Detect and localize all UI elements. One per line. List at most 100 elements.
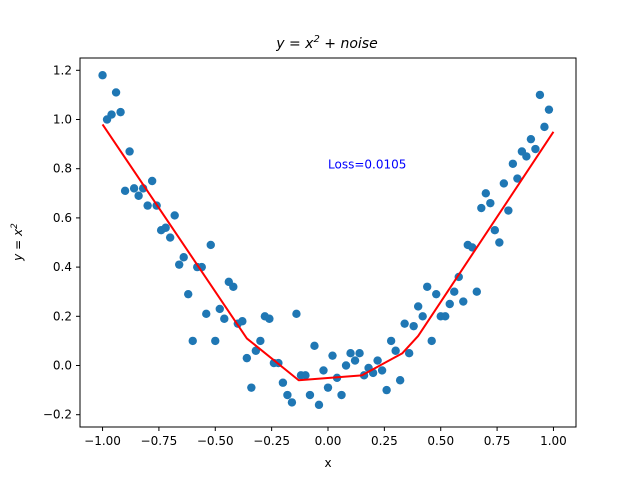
scatter-point: [499, 179, 509, 188]
scatter-point: [247, 383, 256, 392]
x-tick-label: 0.75: [484, 434, 511, 448]
scatter-point: [355, 349, 364, 358]
scatter-point: [305, 390, 315, 400]
x-tick-label: −0.25: [253, 434, 290, 448]
y-tick-label: 1.2: [53, 63, 72, 77]
scatter-point: [391, 346, 400, 355]
scatter-point: [481, 189, 491, 198]
scatter-point: [513, 174, 522, 183]
scatter-point: [319, 366, 328, 375]
y-axis: −0.2 0.0 0.2 0.4 0.6 0.8 1.0 1.2: [43, 63, 80, 422]
scatter-point: [283, 390, 292, 400]
chart-title: y = x2 + noise: [275, 34, 377, 52]
scatter-point: [526, 134, 536, 144]
scatter-point: [107, 110, 116, 119]
scatter-point: [175, 260, 184, 269]
scatter-point: [432, 289, 441, 299]
scatter-point: [450, 287, 459, 296]
scatter-point: [265, 314, 274, 323]
scatter-point: [202, 309, 211, 319]
scatter-point: [535, 90, 545, 100]
x-axis-label: x: [324, 456, 331, 470]
scatter-point: [242, 353, 252, 363]
scatter-point: [337, 390, 346, 400]
scatter-point: [161, 223, 170, 232]
scatter-point: [445, 299, 454, 309]
scatter-point: [188, 336, 197, 346]
scatter-point: [287, 398, 297, 407]
scatter-point: [120, 186, 130, 196]
scatter-point: [540, 122, 549, 132]
scatter-point: [427, 336, 436, 346]
x-tick-label: −0.75: [141, 434, 178, 448]
chart-title-superscript: 2: [313, 34, 319, 45]
scatter-point: [220, 314, 229, 323]
scatter-point: [346, 349, 355, 358]
scatter-point: [395, 376, 405, 385]
scatter-point: [508, 159, 518, 168]
scatter-point: [310, 341, 319, 351]
x-tick-label: 1.00: [540, 434, 567, 448]
scatter-point: [111, 88, 121, 97]
scatter-point: [314, 400, 324, 410]
scatter-point: [531, 144, 540, 154]
scatter-point: [134, 191, 143, 200]
scatter-point: [292, 309, 301, 319]
y-tick-label: 0.8: [53, 162, 72, 176]
scatter-point: [184, 289, 193, 299]
chart-title-suffix: + noise: [320, 36, 378, 52]
scatter-point: [373, 356, 382, 365]
y-tick-label: 0.2: [53, 309, 72, 323]
scatter-point: [490, 226, 500, 235]
scatter-point: [486, 198, 495, 208]
scatter-point: [278, 378, 288, 387]
scatter-point: [229, 282, 238, 291]
x-tick-label: 0.25: [371, 434, 398, 448]
scatter-point: [386, 336, 396, 346]
scatter-point: [301, 371, 310, 380]
scatter-point: [341, 361, 351, 370]
y-tick-label: 0.0: [53, 359, 72, 373]
scatter-point: [98, 71, 107, 80]
scatter-point: [129, 184, 139, 193]
scatter-point: [323, 383, 333, 392]
scatter-point: [459, 297, 468, 306]
scatter-point: [206, 240, 215, 250]
scatter-point: [125, 147, 134, 156]
scatter-point: [116, 107, 125, 117]
scatter-point: [377, 366, 387, 375]
scatter-point: [400, 319, 409, 328]
scatter-point: [147, 176, 157, 186]
scatter-point: [350, 356, 360, 365]
fit-line: [101, 123, 555, 382]
scatter-point: [328, 351, 337, 360]
y-axis-label-superscript: 2: [10, 223, 20, 229]
scatter-point: [179, 253, 188, 262]
y-tick-label: 1.0: [53, 113, 72, 127]
scatter-point: [409, 321, 418, 331]
scatter-point: [441, 312, 450, 321]
scatter-point: [211, 336, 220, 346]
x-tick-label: −0.50: [197, 434, 234, 448]
scatter-point: [423, 282, 432, 291]
scatter-point: [215, 304, 224, 314]
scatter-point: [165, 233, 175, 242]
y-axis-label: y = x2: [10, 223, 25, 262]
scatter-point: [472, 287, 481, 296]
scatter-point: [256, 336, 265, 346]
y-tick-label: 0.4: [53, 260, 72, 274]
loss-annotation: Loss=0.0105: [328, 158, 406, 172]
y-tick-label: 0.6: [53, 211, 72, 225]
x-axis: −1.00 −0.75 −0.50 −0.25 0.00 0.25 0.50 0.75 1.00: [84, 427, 567, 448]
scatter-point: [143, 201, 152, 210]
scatter-point: [418, 312, 427, 321]
scatter-point: [477, 203, 486, 213]
scatter-point: [382, 385, 391, 395]
y-tick-label: −0.2: [43, 408, 72, 422]
scatter-point: [522, 152, 531, 161]
x-tick-label: 0.50: [427, 434, 454, 448]
plot-area: [98, 71, 555, 410]
scatter-point: [238, 317, 247, 326]
